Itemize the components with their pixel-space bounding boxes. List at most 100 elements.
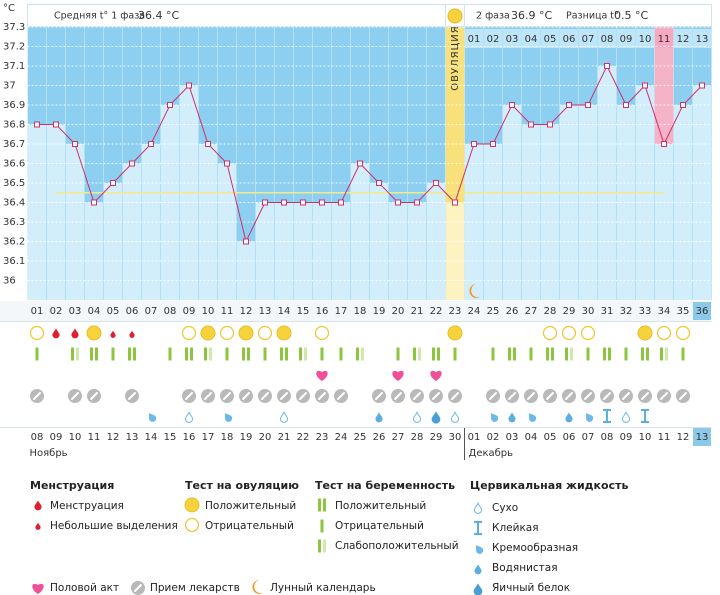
pregnancy-negative bbox=[225, 347, 229, 361]
heart-icon bbox=[430, 370, 442, 381]
date-label: 29 bbox=[430, 432, 443, 443]
fluid-creamy bbox=[585, 412, 594, 422]
pregnancy-weak bbox=[570, 347, 573, 361]
legend-item: Слабоположительный bbox=[335, 540, 459, 552]
ovulation-column bbox=[445, 27, 465, 203]
legend-item: Отрицательный bbox=[205, 520, 294, 532]
y-tick-label: 36 bbox=[3, 276, 16, 287]
date-label: 15 bbox=[164, 432, 177, 443]
bar bbox=[313, 202, 331, 300]
x-tick-label: 34 bbox=[658, 306, 671, 317]
month-label: Ноябрь bbox=[30, 448, 68, 459]
luteal-day: 09 bbox=[620, 34, 633, 45]
temperature-point bbox=[129, 160, 135, 167]
fluid-dry bbox=[279, 411, 289, 423]
x-tick-label: 17 bbox=[335, 306, 348, 317]
x-tick-label: 23 bbox=[449, 306, 462, 317]
y-tick-label: 36.8 bbox=[3, 120, 25, 131]
pregnancy-positive bbox=[432, 347, 435, 361]
temperature-point bbox=[509, 102, 515, 108]
diff-value: 0.5 °C bbox=[614, 9, 648, 22]
fluid-creamy bbox=[490, 412, 499, 422]
bar bbox=[123, 163, 141, 300]
legend-title: Тест на овуляцию bbox=[185, 479, 299, 492]
medication-slash bbox=[299, 392, 307, 400]
bar bbox=[332, 202, 350, 300]
luteal-cell bbox=[465, 29, 483, 48]
date-label: 28 bbox=[411, 432, 424, 443]
x-tick-label: 03 bbox=[69, 306, 82, 317]
fluid-sticky bbox=[603, 409, 611, 423]
fluid-egg-white bbox=[431, 411, 441, 424]
fluid-dry bbox=[473, 502, 483, 514]
bar bbox=[522, 124, 540, 300]
date-label: 23 bbox=[316, 432, 329, 443]
bar bbox=[370, 183, 388, 300]
temperature-point bbox=[395, 199, 401, 206]
medication-slash bbox=[622, 392, 630, 400]
pregnancy-positive bbox=[323, 498, 326, 512]
legend-title: Менструация bbox=[30, 479, 114, 492]
date-label: 26 bbox=[373, 432, 386, 443]
menses-icon bbox=[71, 328, 79, 339]
temperature-point bbox=[243, 238, 249, 245]
pregnancy-positive bbox=[608, 347, 611, 361]
date-label: 13 bbox=[126, 432, 139, 443]
legend-item: Сухо bbox=[492, 502, 518, 514]
luteal-day: 12 bbox=[677, 34, 690, 45]
medication-slash bbox=[90, 392, 98, 400]
temperature-point bbox=[376, 180, 382, 186]
bar bbox=[408, 202, 426, 300]
ovulation-negative bbox=[219, 325, 235, 341]
medication-slash bbox=[394, 392, 402, 400]
medication-slash bbox=[508, 392, 516, 400]
date-label: 16 bbox=[183, 432, 196, 443]
x-tick-label: 36 bbox=[696, 306, 709, 317]
temperature-point bbox=[262, 199, 268, 206]
y-unit: °С bbox=[3, 3, 15, 14]
temperature-point bbox=[167, 102, 173, 108]
temperature-point bbox=[661, 141, 667, 147]
bar bbox=[256, 202, 274, 300]
date-label: 18 bbox=[221, 432, 234, 443]
fluid-watery bbox=[474, 564, 482, 575]
x-tick-label: 18 bbox=[354, 306, 367, 317]
legend-item: Положительный bbox=[335, 500, 426, 512]
temperature-point bbox=[148, 141, 154, 147]
luteal-cell bbox=[693, 29, 711, 48]
x-tick-label: 01 bbox=[31, 306, 44, 317]
y-tick-label: 36.4 bbox=[3, 198, 25, 209]
temperature-point bbox=[281, 199, 287, 206]
medication-slash bbox=[261, 392, 269, 400]
pregnancy-weak bbox=[209, 347, 212, 361]
x-tick-label: 26 bbox=[506, 306, 519, 317]
bar bbox=[28, 124, 46, 300]
x-tick-label: 32 bbox=[620, 306, 633, 317]
x-tick-label: 20 bbox=[392, 306, 405, 317]
medication-slash bbox=[242, 392, 250, 400]
pregnancy-positive bbox=[90, 347, 93, 361]
pregnancy-weak bbox=[71, 347, 74, 361]
temperature-point bbox=[585, 102, 591, 108]
luteal-day: 02 bbox=[487, 34, 500, 45]
moon-icon bbox=[252, 580, 263, 594]
date-label: 12 bbox=[677, 432, 690, 443]
ovulation-negative bbox=[181, 325, 197, 341]
legend-title: Цервикальная жидкость bbox=[470, 479, 628, 492]
pregnancy-positive bbox=[285, 347, 288, 361]
medication-slash bbox=[337, 392, 345, 400]
pregnancy-positive bbox=[437, 347, 440, 361]
pregnancy-negative bbox=[339, 347, 343, 361]
y-tick-label: 37.1 bbox=[3, 61, 25, 72]
moon-icon bbox=[469, 284, 480, 298]
temperature-point bbox=[452, 199, 458, 206]
legend-item: Небольшие выделения bbox=[50, 520, 178, 532]
luteal-day: 03 bbox=[506, 34, 519, 45]
pregnancy-weak bbox=[660, 347, 663, 361]
pregnancy-negative bbox=[396, 347, 400, 361]
heart-icon bbox=[32, 583, 44, 594]
x-tick-label: 08 bbox=[164, 306, 177, 317]
x-tick-label: 33 bbox=[639, 306, 652, 317]
ovulation-positive bbox=[447, 325, 463, 341]
pregnancy-weak bbox=[665, 347, 668, 361]
